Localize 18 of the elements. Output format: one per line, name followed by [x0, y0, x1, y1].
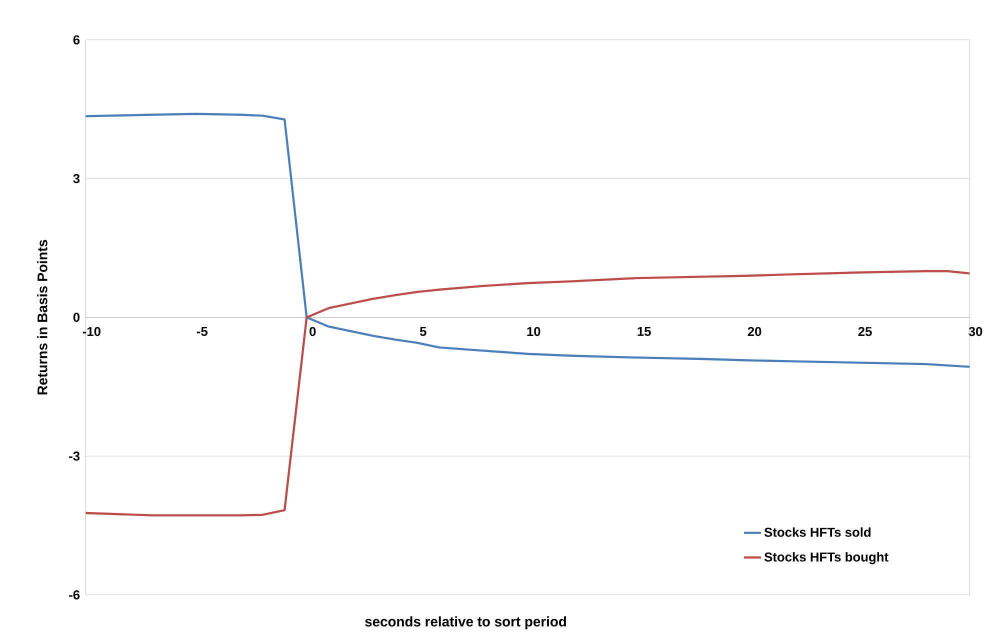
legend-label: Stocks HFTs bought	[764, 552, 888, 564]
y-axis-title: Returns in Basis Points	[37, 240, 48, 395]
x-tick-label: 5	[420, 327, 426, 336]
x-tick-label: 20	[748, 327, 762, 336]
x-axis-title: seconds relative to sort period	[365, 616, 566, 630]
x-tick-label: -10	[82, 327, 100, 336]
x-tick-label: 30	[968, 327, 982, 336]
x-tick-label: -5	[196, 327, 208, 336]
x-tick-label: 25	[858, 327, 872, 336]
y-tick-label: 6	[73, 35, 80, 45]
y-tick-label: -6	[69, 590, 80, 600]
x-tick-label: 15	[638, 327, 651, 336]
x-tick-label: 10	[527, 327, 540, 336]
y-tick-label: 3	[73, 174, 80, 184]
legend-label: Stocks HFTs sold	[764, 528, 871, 537]
x-tick-label: 0	[310, 327, 316, 336]
y-tick-label: 0	[73, 312, 80, 322]
y-tick-label: -3	[69, 452, 80, 461]
